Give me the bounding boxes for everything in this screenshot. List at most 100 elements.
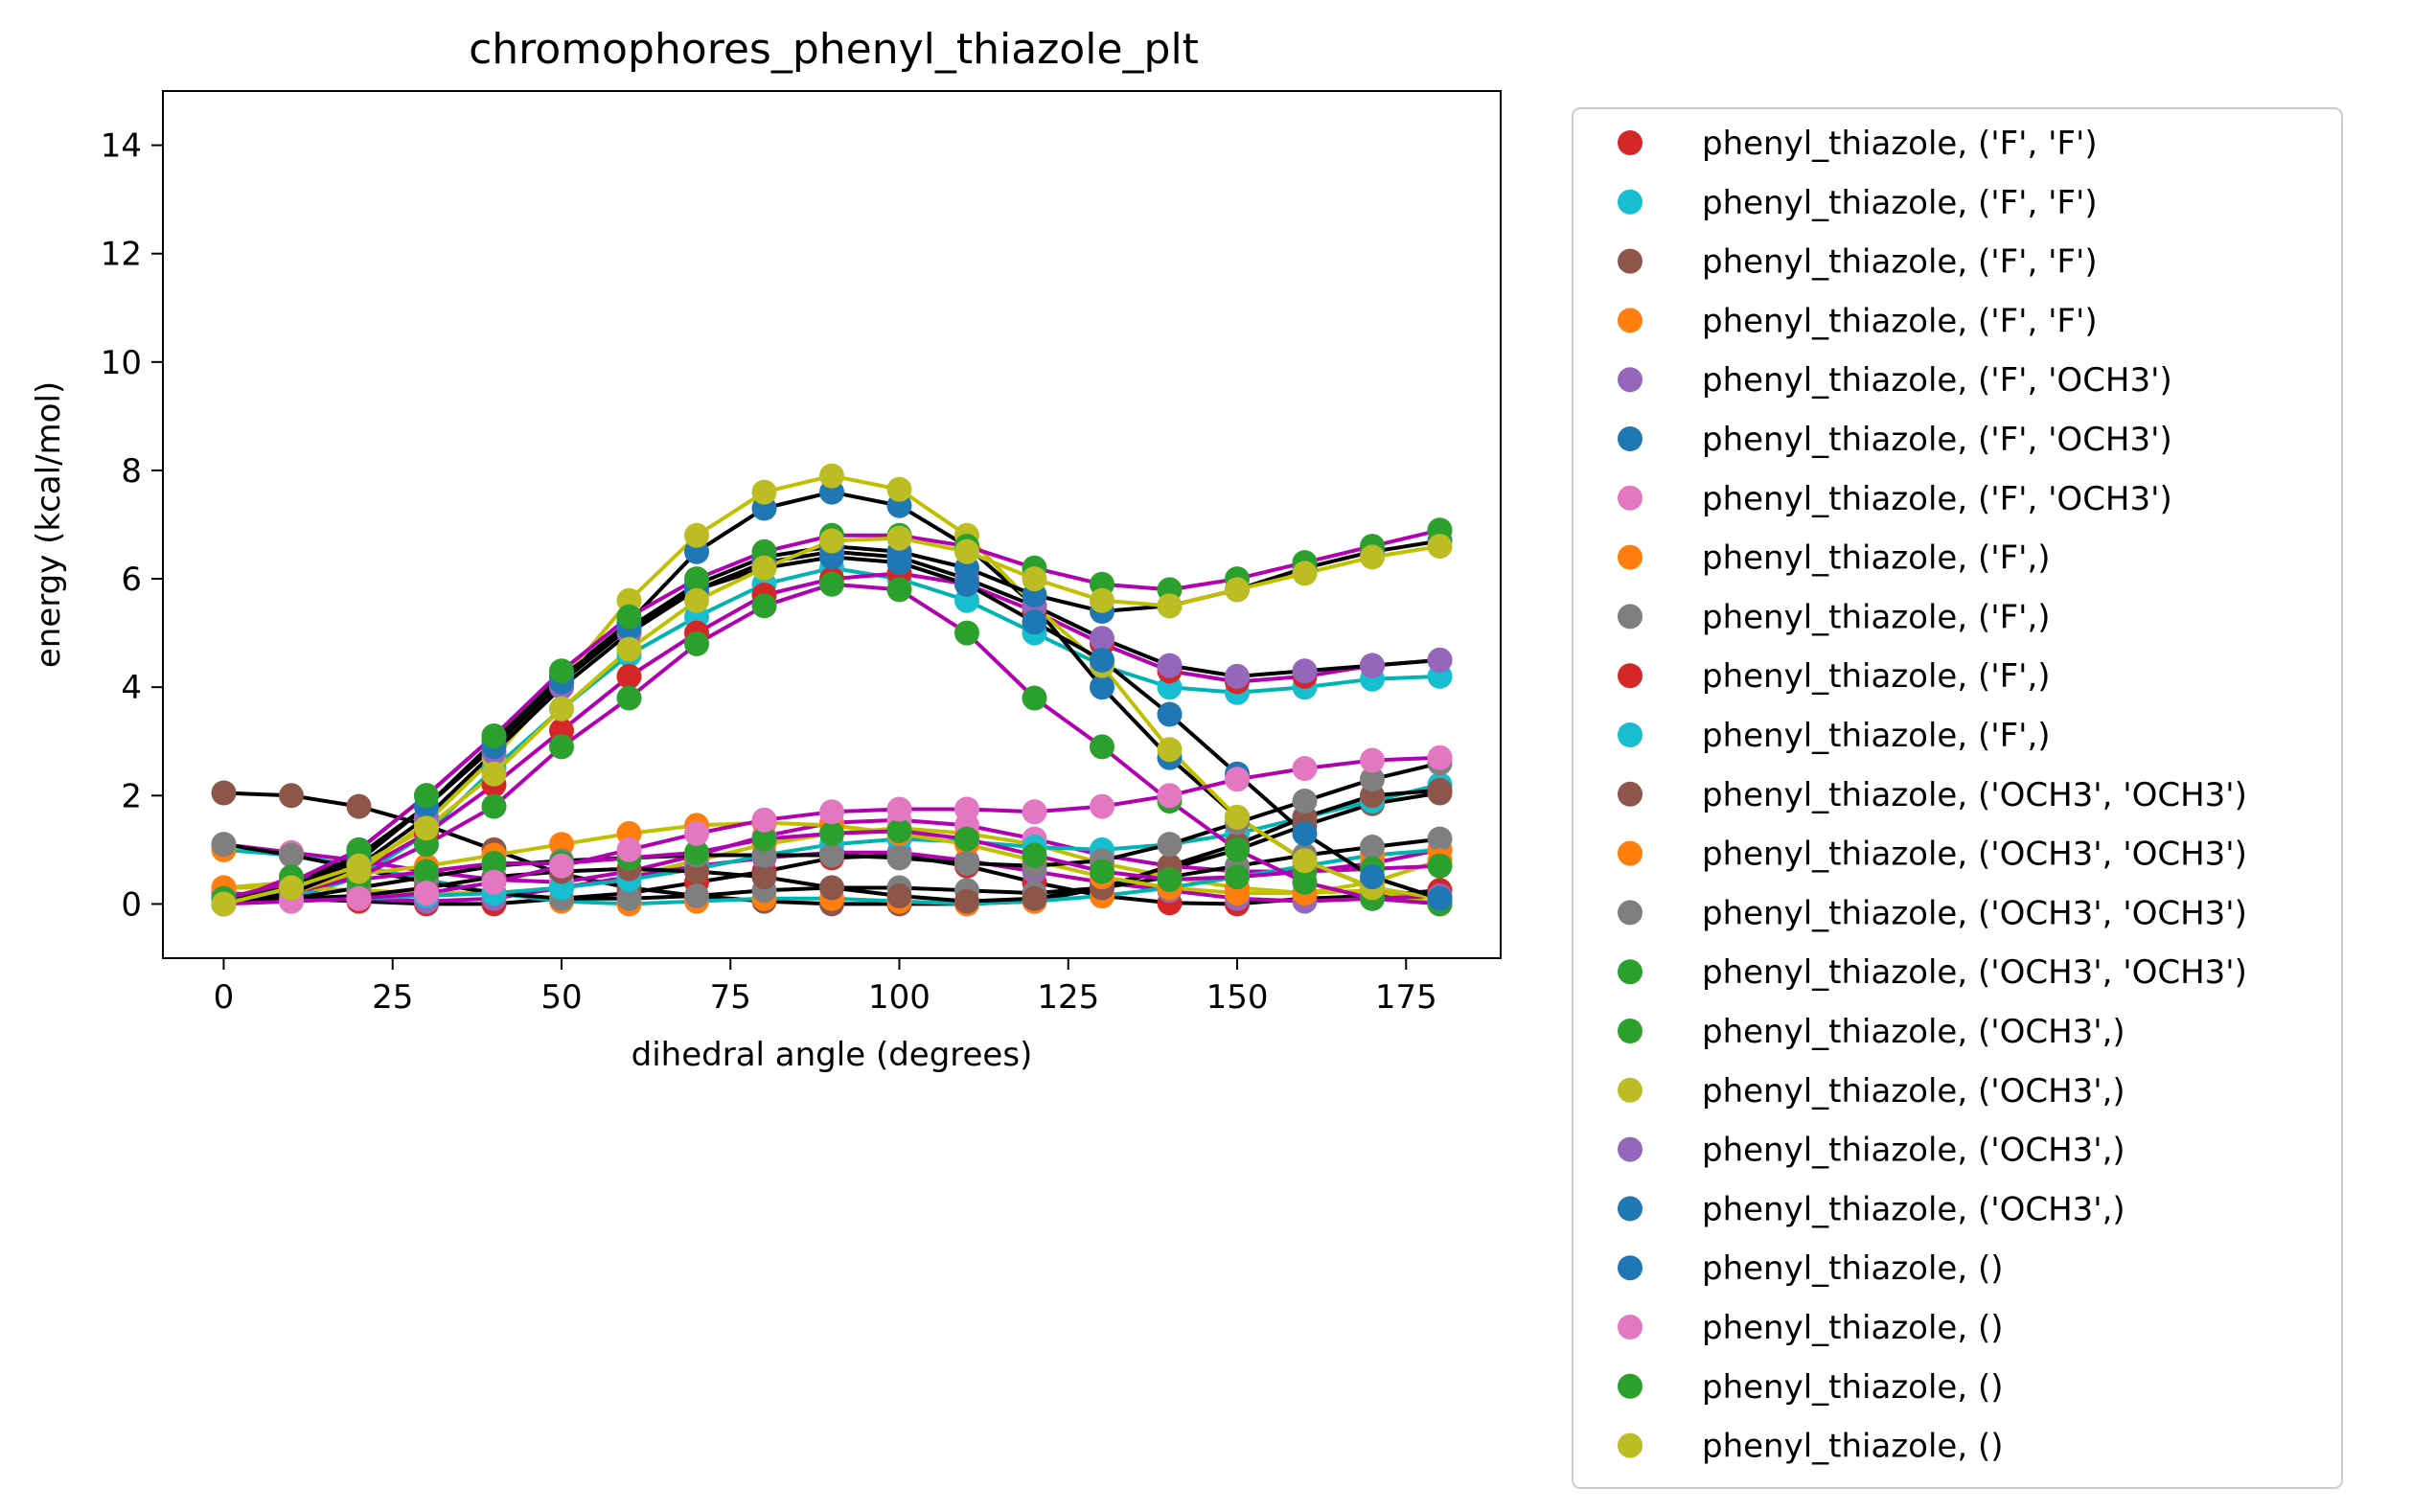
data-point [1360,864,1385,890]
data-point [1292,658,1318,684]
data-point [819,842,844,868]
data-point [616,836,642,862]
data-point [751,593,777,619]
data-point [751,555,777,581]
x-axis-label: dihedral angle (degrees) [632,1036,1033,1074]
legend-marker [1618,1432,1642,1458]
legend-marker [1618,485,1642,511]
legend-label: phenyl_thiazole, ('OCH3', 'OCH3') [1702,776,2247,814]
data-point [886,845,912,871]
legend: phenyl_thiazole, ('F', 'F') phenyl_thiazo… [1572,107,2343,1489]
data-point [954,796,979,822]
x-tick-label: 175 [1375,978,1437,1017]
data-point [954,851,979,876]
x-axis: 0 25 50 75 100 125 150 175 [214,958,1437,1017]
data-point [954,826,979,852]
data-point [414,859,439,884]
data-point [1022,799,1047,825]
legend-marker [1618,1136,1642,1162]
data-point [414,815,439,841]
data-point [886,577,912,603]
legend-marker [1618,900,1642,926]
legend-marker [1618,1373,1642,1399]
data-point [549,853,574,879]
legend-label: phenyl_thiazole, () [1702,1368,2003,1407]
data-point [1090,859,1114,884]
data-point [1157,783,1183,809]
data-point [1360,747,1385,773]
data-point [1022,842,1047,868]
data-point [481,851,507,876]
y-tick-label: 14 [101,127,142,166]
legend-marker [1618,663,1642,689]
legend-marker [1618,367,1642,393]
plot-frame [162,90,1502,959]
data-point [1225,836,1250,862]
y-axis-label: energy (kcal/mol) [30,381,68,668]
data-point [819,799,844,825]
x-tick-label: 150 [1206,978,1269,1017]
data-point [279,842,304,868]
data-point [211,780,237,806]
data-point [684,820,709,846]
data-point [1427,647,1453,673]
legend-label: phenyl_thiazole, ('F', 'OCH3') [1702,421,2172,459]
legend-items: phenyl_thiazole, ('F', 'F') phenyl_thiazo… [1618,125,2247,1466]
data-point [1360,835,1385,859]
data-point [616,636,642,662]
legend-marker [1618,840,1642,866]
legend-label: phenyl_thiazole, ('OCH3',) [1702,1013,2125,1051]
legend-marker [1618,722,1642,747]
data-point [819,820,844,846]
x-tick-label: 25 [372,978,413,1017]
data-point [1157,832,1183,858]
data-point [751,826,777,852]
data-point [1360,767,1385,792]
data-point [954,571,979,597]
legend-frame [1572,107,2343,1489]
data-point [1022,685,1047,711]
data-point [1292,869,1318,895]
data-point [751,807,777,833]
data-point [751,864,777,890]
legend-marker [1618,1315,1642,1340]
data-point [1292,756,1318,781]
data-point [886,818,912,844]
data-point [549,696,574,722]
legend-label: phenyl_thiazole, ('F', 'OCH3') [1702,480,2172,518]
x-tick-label: 75 [710,978,751,1017]
legend-marker [1618,959,1642,985]
legend-label: phenyl_thiazole, ('F', 'F') [1702,302,2098,340]
data-point [819,463,844,489]
legend-marker [1618,189,1642,215]
y-axis: 0 2 4 6 8 10 12 14 [101,127,163,924]
data-point [1427,534,1453,560]
data-point [1090,647,1114,673]
data-point [886,883,912,908]
legend-label: phenyl_thiazole, ('F',) [1702,717,2051,755]
data-point [481,869,507,895]
data-point [1157,593,1183,619]
data-point [1090,734,1114,760]
data-point [1225,663,1250,689]
data-point [886,525,912,551]
data-point [1292,789,1318,813]
data-point [886,796,912,822]
y-tick-label: 0 [121,885,142,924]
data-point [549,734,574,760]
data-point [1090,626,1114,652]
data-point [481,723,507,749]
chart-title: chromophores_phenyl_thiazole_plt [469,25,1199,74]
legend-marker [1618,544,1642,570]
data-point [616,885,642,911]
legend-marker [1618,426,1642,451]
data-point [1427,745,1453,770]
legend-label: phenyl_thiazole, () [1702,1309,2003,1347]
data-point [1225,577,1250,603]
y-tick-label: 10 [101,344,142,382]
data-point [1292,820,1318,846]
x-tick-label: 50 [540,978,582,1017]
data-point [684,630,709,656]
data-point [819,528,844,554]
legend-marker [1618,781,1642,807]
